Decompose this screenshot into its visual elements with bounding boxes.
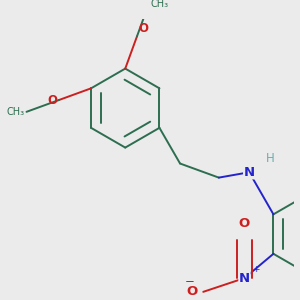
Text: +: + [252, 265, 259, 274]
Text: O: O [139, 22, 149, 34]
Text: O: O [187, 285, 198, 298]
Text: O: O [47, 94, 57, 106]
Text: −: − [184, 275, 194, 288]
Text: CH₃: CH₃ [151, 0, 169, 9]
Text: O: O [239, 217, 250, 230]
Text: N: N [239, 272, 250, 285]
Text: CH₃: CH₃ [7, 107, 25, 117]
Text: H: H [266, 152, 274, 165]
Text: N: N [244, 166, 255, 179]
